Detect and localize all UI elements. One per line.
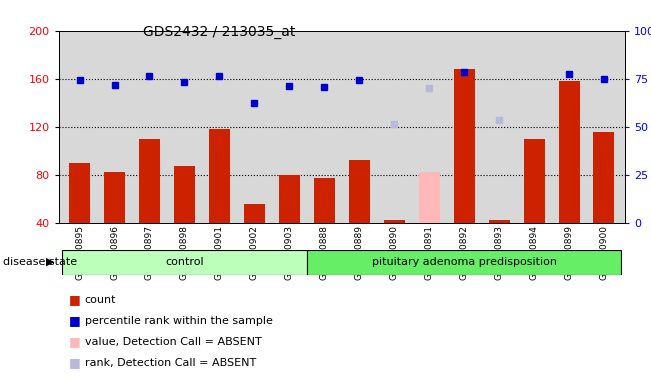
Bar (244, 204, 265, 223)
Text: ■: ■ (69, 314, 81, 327)
Bar (62, 250, 307, 275)
Bar (174, 166, 195, 223)
Bar (209, 129, 230, 223)
Bar (139, 139, 160, 223)
Bar (454, 69, 475, 223)
Bar (104, 172, 125, 223)
Text: ■: ■ (69, 293, 81, 306)
Bar (349, 161, 370, 223)
Bar (69, 163, 90, 223)
Bar (383, 220, 405, 223)
Text: ▶: ▶ (46, 257, 54, 267)
Text: ■: ■ (69, 335, 81, 348)
Text: ■: ■ (69, 356, 81, 369)
Bar (559, 81, 579, 223)
Text: pituitary adenoma predisposition: pituitary adenoma predisposition (372, 257, 557, 267)
Bar (489, 220, 510, 223)
Text: rank, Detection Call = ABSENT: rank, Detection Call = ABSENT (85, 358, 256, 368)
Text: percentile rank within the sample: percentile rank within the sample (85, 316, 273, 326)
Bar (279, 175, 300, 223)
Bar (419, 172, 439, 223)
Text: value, Detection Call = ABSENT: value, Detection Call = ABSENT (85, 337, 262, 347)
Bar (307, 250, 622, 275)
Text: count: count (85, 295, 116, 305)
Bar (594, 131, 615, 223)
Text: disease state: disease state (3, 257, 77, 267)
Text: control: control (165, 257, 204, 267)
Bar (523, 139, 544, 223)
Bar (314, 178, 335, 223)
Text: GDS2432 / 213035_at: GDS2432 / 213035_at (143, 25, 296, 39)
